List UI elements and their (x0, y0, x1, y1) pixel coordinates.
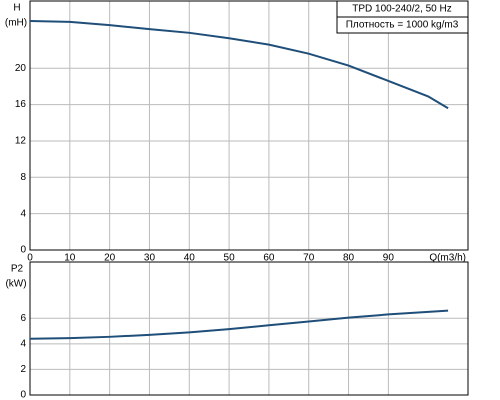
y-axis-unit: (kW) (5, 279, 26, 290)
y-axis-label: H (13, 3, 20, 14)
curve (29, 309, 449, 340)
y-tick-label: 4 (20, 338, 26, 349)
x-tick-label: 70 (303, 253, 315, 264)
plot-frame (29, 0, 469, 251)
x-tick-label: 50 (224, 253, 236, 264)
y-tick-label: 2 (20, 364, 26, 375)
annotation: Плотность = 1000 kg/m3 (346, 20, 459, 31)
x-tick-label: 60 (263, 253, 275, 264)
x-tick-label: 40 (184, 253, 196, 264)
y-tick-label: 8 (20, 172, 26, 183)
x-tick-label: 30 (144, 253, 156, 264)
y-tick-label: 6 (20, 313, 26, 324)
y-tick-label: 0 (20, 390, 26, 400)
annotation: TPD 100-240/2, 50 Hz (352, 4, 452, 15)
x-tick-label: 80 (343, 253, 355, 264)
y-axis-label: P2 (11, 264, 24, 275)
y-axis-unit: (mH) (5, 18, 27, 29)
curve (29, 19, 449, 110)
x-tick-label: 10 (64, 253, 76, 264)
x-tick-label: 90 (383, 253, 395, 264)
y-tick-label: 4 (20, 208, 26, 219)
y-tick-label: 0 (20, 245, 26, 256)
y-tick-label: 12 (15, 136, 27, 147)
x-axis-label: Q(m3/h) (429, 253, 466, 264)
y-tick-label: 16 (15, 99, 27, 110)
x-tick-label: 0 (27, 253, 33, 264)
x-tick-label: 20 (104, 253, 116, 264)
y-tick-label: 20 (15, 63, 27, 74)
plot-frame (29, 261, 469, 396)
